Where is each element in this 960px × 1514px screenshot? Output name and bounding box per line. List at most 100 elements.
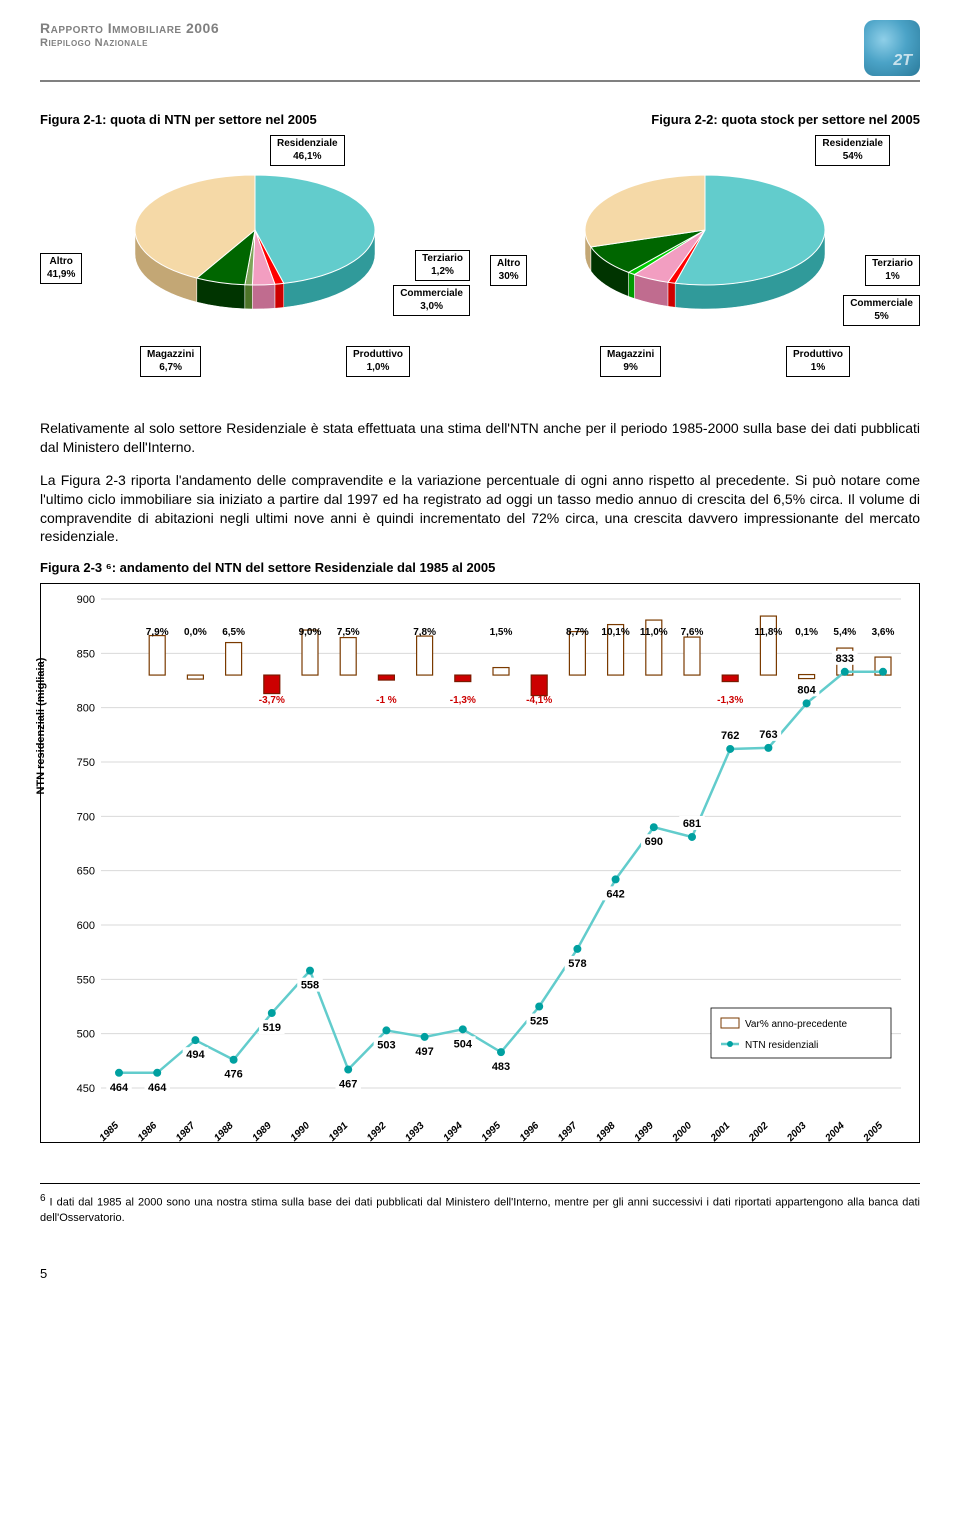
svg-text:763: 763 <box>759 729 777 741</box>
svg-text:0,1%: 0,1% <box>795 627 818 638</box>
svg-text:700: 700 <box>77 812 95 824</box>
svg-text:804: 804 <box>797 685 816 697</box>
figure-2-3-chart: NTN residenziali (migliaia) 450500550600… <box>40 583 920 1143</box>
svg-text:2005: 2005 <box>861 1120 886 1144</box>
svg-text:550: 550 <box>77 975 95 987</box>
pie2-label-altro: Altro 30% <box>490 255 527 286</box>
figure-2-2-title: Figura 2-2: quota stock per settore nel … <box>651 112 920 127</box>
pie2-label-commerciale: Commerciale 5% <box>843 295 920 326</box>
svg-text:11,0%: 11,0% <box>640 627 668 638</box>
svg-text:1986: 1986 <box>136 1120 160 1144</box>
footnote-text: I dati dal 1985 al 2000 sono una nostra … <box>40 1197 920 1224</box>
svg-text:-1,3%: -1,3% <box>450 695 476 706</box>
pie1-label-produttivo: Produttivo 1,0% <box>346 346 410 377</box>
svg-text:558: 558 <box>301 980 319 992</box>
svg-text:1991: 1991 <box>327 1120 351 1144</box>
svg-text:1987: 1987 <box>174 1120 198 1144</box>
svg-text:1999: 1999 <box>632 1120 656 1144</box>
svg-text:10,1%: 10,1% <box>601 627 629 638</box>
svg-text:2004: 2004 <box>823 1120 848 1144</box>
svg-text:7,8%: 7,8% <box>413 627 436 638</box>
pie2-label-terziario: Terziario 1% <box>865 255 920 286</box>
svg-text:497: 497 <box>415 1046 433 1058</box>
svg-text:1,5%: 1,5% <box>490 627 513 638</box>
svg-text:690: 690 <box>645 837 663 849</box>
page-number: 5 <box>40 1266 920 1281</box>
header-title: Rapporto Immobiliare 2006 <box>40 20 219 37</box>
svg-text:833: 833 <box>836 653 854 665</box>
pie1-label-magazzini: Magazzini 6,7% <box>140 346 201 377</box>
svg-text:500: 500 <box>77 1029 95 1041</box>
svg-text:450: 450 <box>77 1083 95 1095</box>
svg-text:-1,3%: -1,3% <box>717 695 743 706</box>
svg-text:2000: 2000 <box>670 1120 695 1144</box>
svg-text:2001: 2001 <box>708 1120 733 1144</box>
brand-icon <box>864 20 920 76</box>
svg-text:494: 494 <box>186 1050 205 1062</box>
svg-text:NTN residenziali: NTN residenziali <box>745 1040 818 1051</box>
pie1-label-commerciale: Commerciale 3,0% <box>393 285 470 316</box>
body-paragraph-2: La Figura 2-3 riporta l'andamento delle … <box>40 471 920 547</box>
body-paragraph-1: Relativamente al solo settore Residenzia… <box>40 419 920 457</box>
svg-text:7,9%: 7,9% <box>146 627 169 638</box>
pie1-label-altro: Altro 41,9% <box>40 253 82 284</box>
pie2-label-magazzini: Magazzini 9% <box>600 346 661 377</box>
svg-text:483: 483 <box>492 1061 510 1073</box>
header-divider <box>40 80 920 82</box>
svg-text:681: 681 <box>683 818 701 830</box>
svg-text:476: 476 <box>224 1069 242 1081</box>
svg-text:525: 525 <box>530 1016 548 1028</box>
svg-text:600: 600 <box>77 920 95 932</box>
svg-text:11,8%: 11,8% <box>754 627 782 638</box>
svg-text:850: 850 <box>77 649 95 661</box>
svg-text:2002: 2002 <box>746 1120 771 1144</box>
svg-text:578: 578 <box>568 958 586 970</box>
svg-text:1989: 1989 <box>250 1120 274 1144</box>
figure-2-3-title: Figura 2-3 ⁶: andamento del NTN del sett… <box>40 560 920 575</box>
svg-text:0,0%: 0,0% <box>184 627 207 638</box>
svg-text:6,5%: 6,5% <box>222 627 245 638</box>
svg-text:642: 642 <box>606 889 624 901</box>
page-header: Rapporto Immobiliare 2006 Riepilogo Nazi… <box>40 20 920 76</box>
svg-text:750: 750 <box>77 757 95 769</box>
pie1-label-residenziale: Residenziale 46,1% <box>270 135 345 166</box>
svg-text:1995: 1995 <box>480 1120 504 1144</box>
svg-text:1998: 1998 <box>594 1120 618 1144</box>
svg-text:1992: 1992 <box>365 1120 389 1144</box>
svg-text:800: 800 <box>77 703 95 715</box>
svg-text:-1 %: -1 % <box>376 695 397 706</box>
figure-2-1-chart: Residenziale 46,1% Altro 41,9% Terziario… <box>40 135 470 395</box>
svg-text:503: 503 <box>377 1040 395 1052</box>
svg-text:1985: 1985 <box>98 1120 122 1144</box>
pie2-label-residenziale: Residenziale 54% <box>815 135 890 166</box>
svg-text:Var% anno-precedente: Var% anno-precedente <box>745 1019 848 1030</box>
svg-text:5,4%: 5,4% <box>833 627 856 638</box>
svg-text:467: 467 <box>339 1079 357 1091</box>
header-subtitle: Riepilogo Nazionale <box>40 37 219 49</box>
svg-text:504: 504 <box>454 1039 473 1051</box>
svg-text:519: 519 <box>263 1022 281 1034</box>
svg-text:900: 900 <box>77 594 95 606</box>
svg-text:650: 650 <box>77 866 95 878</box>
svg-text:762: 762 <box>721 730 739 742</box>
svg-text:464: 464 <box>110 1082 129 1094</box>
svg-text:1993: 1993 <box>403 1120 427 1144</box>
svg-text:9,0%: 9,0% <box>299 627 322 638</box>
svg-text:1996: 1996 <box>518 1120 542 1144</box>
pie2-label-produttivo: Produttivo 1% <box>786 346 850 377</box>
figure-2-2-chart: Residenziale 54% Altro 30% Terziario 1% … <box>490 135 920 395</box>
svg-text:1997: 1997 <box>556 1120 580 1144</box>
svg-text:1988: 1988 <box>212 1120 236 1144</box>
svg-text:8,7%: 8,7% <box>566 627 589 638</box>
svg-text:7,5%: 7,5% <box>337 627 360 638</box>
footnote: 6 I dati dal 1985 al 2000 sono una nostr… <box>40 1183 920 1225</box>
svg-text:464: 464 <box>148 1082 167 1094</box>
figure-2-1-title: Figura 2-1: quota di NTN per settore nel… <box>40 112 317 127</box>
figure-2-3-ylabel: NTN residenziali (migliaia) <box>35 658 47 795</box>
svg-text:1994: 1994 <box>441 1120 465 1144</box>
svg-text:3,6%: 3,6% <box>872 627 895 638</box>
svg-text:2003: 2003 <box>785 1120 810 1144</box>
svg-text:7,6%: 7,6% <box>681 627 704 638</box>
pie1-label-terziario: Terziario 1,2% <box>415 250 470 281</box>
svg-text:-3,7%: -3,7% <box>259 695 285 706</box>
